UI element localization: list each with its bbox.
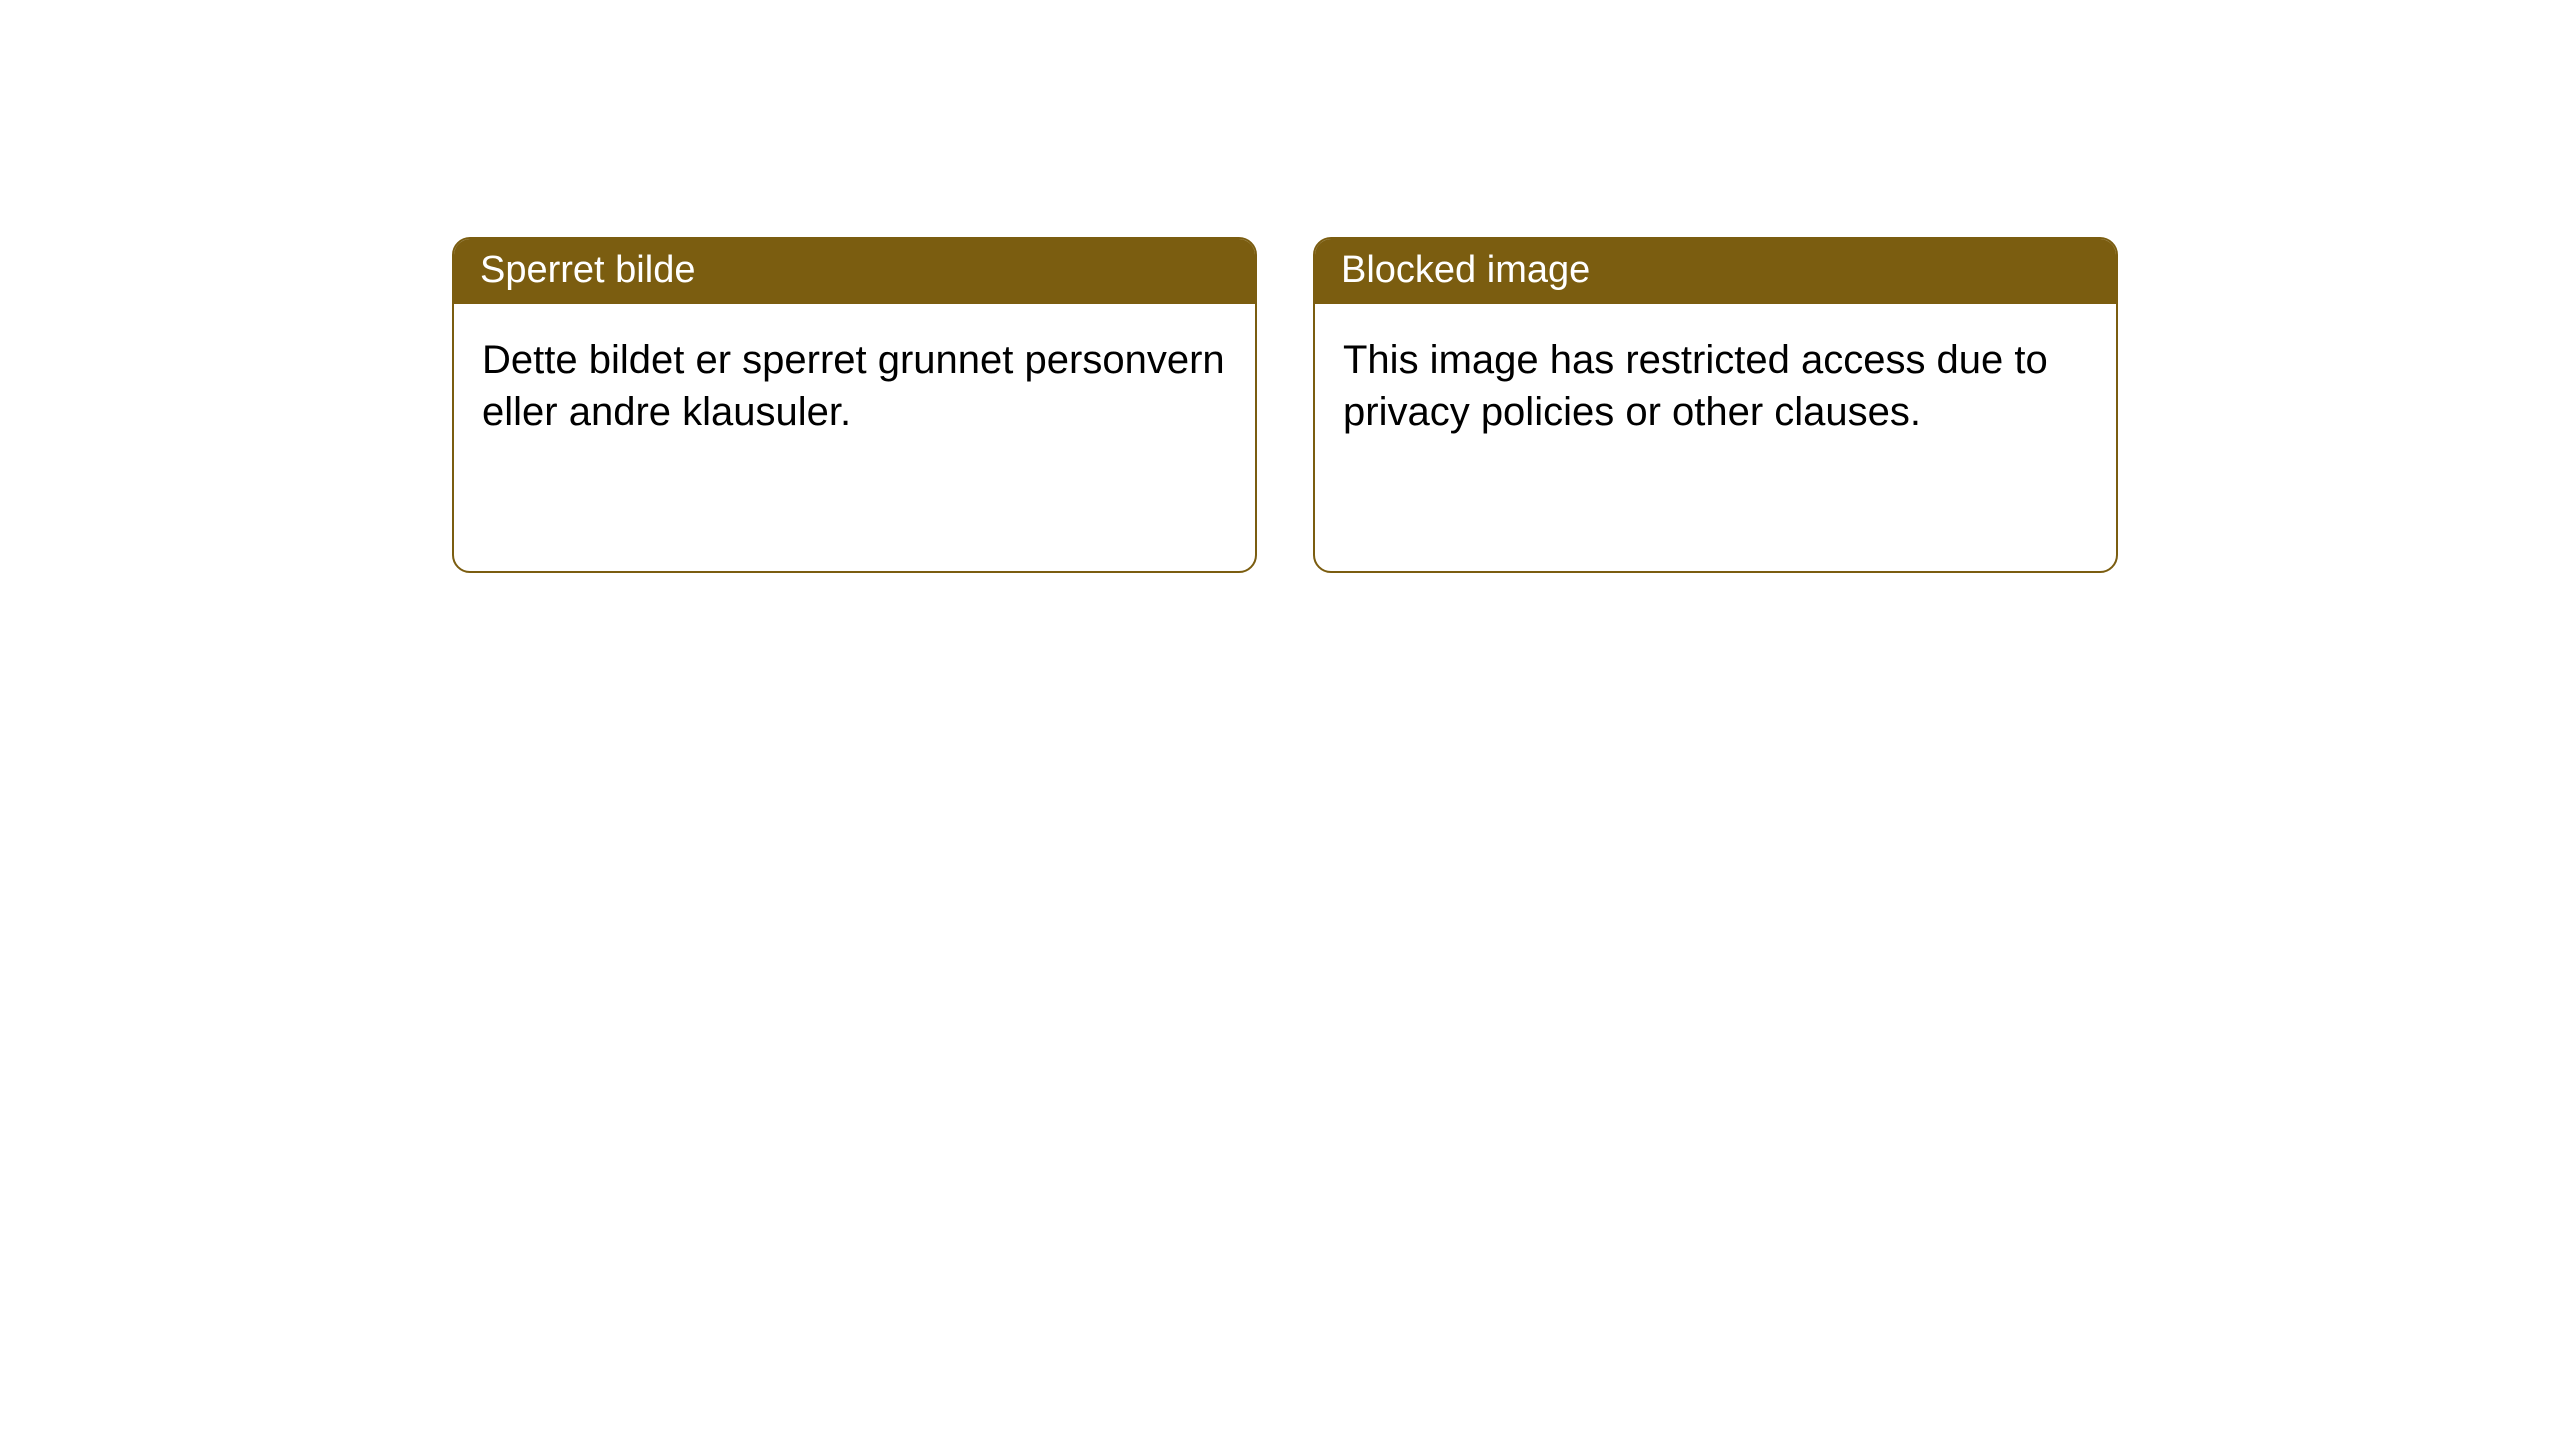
notice-card-norwegian: Sperret bilde Dette bildet er sperret gr…: [452, 237, 1257, 573]
notice-card-title: Blocked image: [1341, 249, 1590, 291]
notice-card-text: This image has restricted access due to …: [1343, 338, 2048, 434]
notice-card-body: Dette bildet er sperret grunnet personve…: [454, 304, 1255, 468]
notice-card-body: This image has restricted access due to …: [1315, 304, 2116, 468]
notice-cards-container: Sperret bilde Dette bildet er sperret gr…: [452, 237, 2118, 573]
notice-card-title: Sperret bilde: [480, 249, 695, 291]
notice-card-header: Sperret bilde: [454, 239, 1255, 304]
notice-card-header: Blocked image: [1315, 239, 2116, 304]
notice-card-text: Dette bildet er sperret grunnet personve…: [482, 338, 1225, 434]
notice-card-english: Blocked image This image has restricted …: [1313, 237, 2118, 573]
